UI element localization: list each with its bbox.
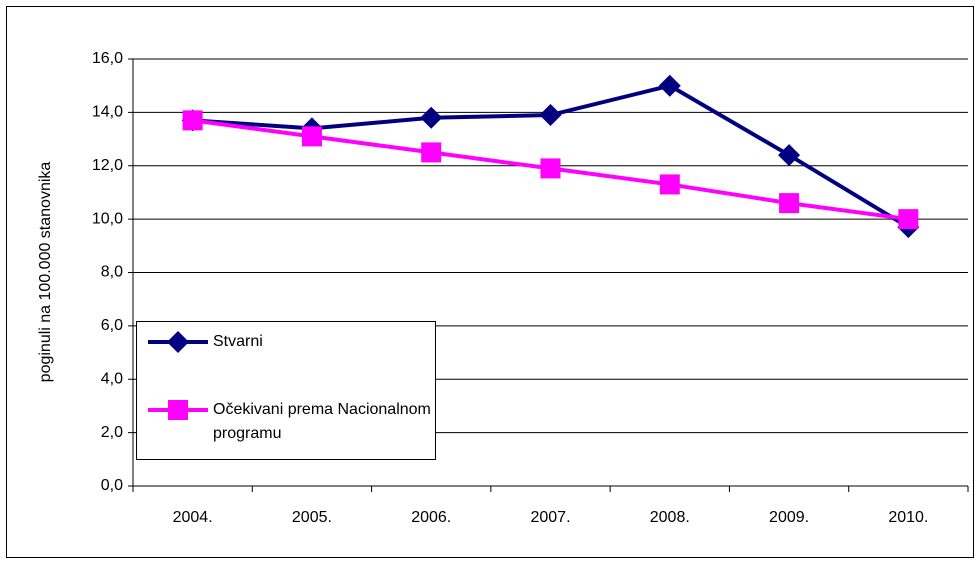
marker (898, 209, 919, 230)
y-tick-label: 0,0 (101, 477, 123, 494)
y-tick-label: 4,0 (101, 370, 123, 387)
x-tick-label: 2007. (530, 509, 570, 526)
legend-item: Očekivani prema Nacionalnom programu (147, 398, 433, 446)
marker (778, 144, 801, 167)
marker (168, 400, 188, 420)
marker (539, 104, 562, 127)
marker (420, 106, 443, 129)
legend-swatch (148, 331, 208, 353)
marker (167, 331, 189, 353)
marker (182, 110, 203, 131)
chart-border (6, 6, 974, 558)
x-tick-label: 2004. (173, 509, 213, 526)
marker (659, 174, 680, 195)
marker (421, 142, 442, 163)
marker (658, 74, 681, 97)
y-tick-label: 2,0 (101, 424, 123, 441)
legend-label: Očekivani prema Nacionalnom programu (213, 401, 431, 442)
x-tick-label: 2009. (769, 509, 809, 526)
x-tick-label: 2005. (292, 509, 332, 526)
legend-label: Stvarni (213, 333, 263, 350)
y-tick-label: 8,0 (101, 264, 123, 281)
y-tick-label: 16,0 (92, 50, 123, 67)
y-tick-label: 6,0 (101, 317, 123, 334)
marker (301, 126, 322, 147)
x-tick-label: 2008. (650, 509, 690, 526)
y-tick-label: 14,0 (92, 104, 123, 121)
y-tick-label: 10,0 (92, 210, 123, 227)
y-axis-label: poginuli na 100.000 stanovnika (37, 162, 54, 383)
x-tick-label: 2010. (888, 509, 928, 526)
marker (779, 193, 800, 214)
legend: Stvarni Očekivani prema Nacionalnom progr… (136, 321, 436, 460)
legend-item: Stvarni (147, 330, 433, 354)
x-tick-label: 2006. (411, 509, 451, 526)
y-tick-label: 12,0 (92, 157, 123, 174)
marker (540, 158, 561, 179)
legend-swatch (148, 400, 208, 420)
